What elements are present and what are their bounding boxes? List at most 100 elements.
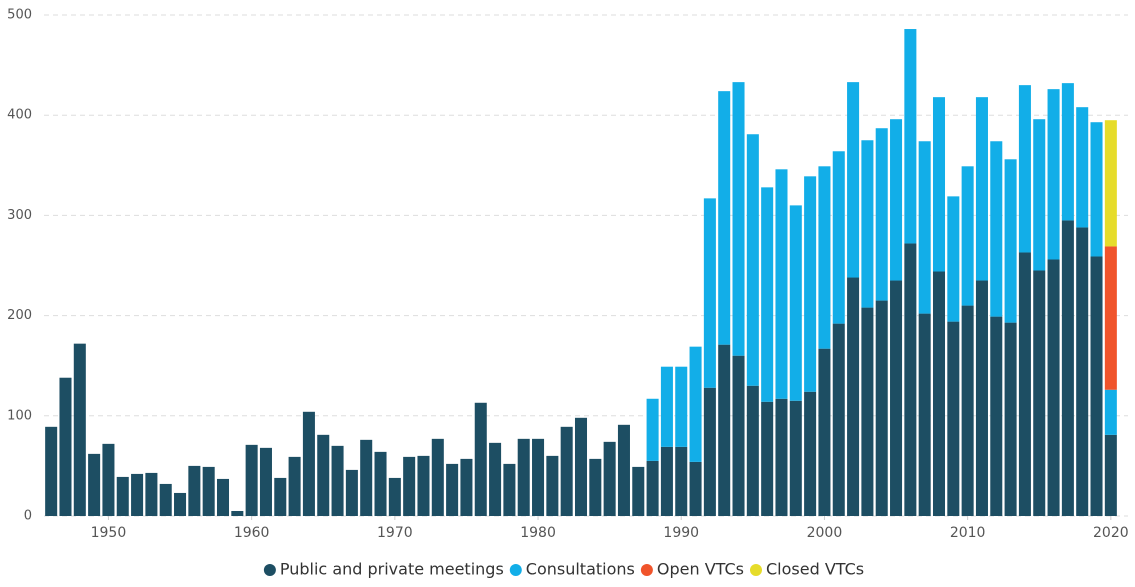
bar-segment (818, 348, 831, 516)
bar-segment (990, 316, 1003, 516)
bar-segment (1033, 119, 1046, 271)
bar-segment (532, 438, 545, 516)
legend-label: Open VTCs (657, 560, 744, 579)
bar-segment (732, 355, 745, 516)
bar-segment (546, 455, 559, 516)
y-tick-label: 400 (7, 108, 32, 123)
bar-segment (174, 492, 187, 516)
bar-segment (703, 198, 716, 388)
bar-segment (489, 442, 502, 516)
bar-segment (689, 461, 702, 516)
bar-segment (1061, 220, 1074, 516)
bar-segment (847, 277, 860, 516)
legend-label: Consultations (526, 560, 635, 579)
bar-segment (388, 477, 401, 516)
x-tick-label: 2020 (1093, 525, 1129, 541)
bar-segment (804, 391, 817, 516)
bar-segment (847, 82, 860, 278)
bar-segment (875, 300, 888, 516)
bar-segment (288, 456, 301, 516)
bar-segment (274, 477, 287, 516)
bar-segment (632, 466, 645, 516)
bar-segment (675, 366, 688, 447)
bar-segment (1104, 120, 1117, 247)
x-tick-label: 1950 (91, 525, 127, 541)
bar-segment (975, 280, 988, 516)
bar-segment (1018, 252, 1031, 516)
bar-segment (188, 465, 201, 516)
bar-segment (603, 441, 616, 516)
bar-segment (1076, 107, 1089, 228)
bar-segment (403, 456, 416, 516)
bar-segment (1104, 389, 1117, 435)
bar-segment (159, 483, 172, 516)
bar-segment (904, 29, 917, 244)
bar-segment (88, 453, 101, 516)
bar-segment (947, 196, 960, 322)
bar-segment (202, 466, 215, 516)
x-tick-label: 2000 (807, 525, 843, 541)
bar-segment (317, 434, 330, 516)
bar-segment (804, 176, 817, 392)
bar-segment (975, 97, 988, 281)
bar-segment (517, 438, 530, 516)
bar-segment (789, 400, 802, 516)
x-tick-label: 2010 (950, 525, 986, 541)
bar-segment (832, 323, 845, 516)
y-tick-label: 0 (24, 509, 32, 524)
bar-segment (675, 446, 688, 516)
bar-segment (1018, 85, 1031, 253)
bar-segment (102, 443, 115, 516)
bar-segment (231, 510, 244, 516)
bar-segment (45, 426, 58, 516)
bar-segment (1047, 89, 1060, 260)
bar-segment (1076, 227, 1089, 516)
bar-segment (259, 447, 272, 516)
bar-segment (746, 385, 759, 516)
bar-segment (331, 445, 344, 516)
bar-segment (446, 463, 459, 516)
bar-segment (1090, 256, 1103, 516)
bar-segment (761, 187, 774, 402)
bar-segment (932, 271, 946, 516)
bar-segment (1047, 259, 1060, 516)
bar-segment (746, 134, 759, 386)
bar-segment (775, 169, 788, 399)
bar-segment (646, 398, 659, 461)
bar-segment (818, 166, 831, 349)
bar-segment (1004, 159, 1017, 323)
bar-segment (918, 313, 931, 516)
bar-segment (775, 398, 788, 516)
bar-segment (59, 377, 72, 516)
bar-segment (732, 82, 745, 356)
y-tick-label: 100 (7, 408, 32, 423)
bar-segment (360, 439, 373, 516)
bar-segment (1004, 322, 1017, 516)
bar-segment (574, 417, 588, 516)
bar-segment (789, 205, 802, 401)
y-tick-label: 300 (7, 208, 32, 223)
bar-segment (1090, 122, 1103, 257)
bar-segment (689, 346, 702, 462)
bar-segment (660, 366, 673, 447)
bar-segment (932, 97, 946, 272)
bar-segment (918, 141, 931, 314)
bar-segment (718, 91, 731, 345)
legend-marker (749, 564, 762, 576)
bar-segment (718, 344, 731, 516)
bar-segment (460, 458, 473, 516)
bar-segment (1033, 270, 1046, 516)
bar-segment (904, 243, 917, 516)
bar-segment (703, 387, 716, 516)
bar-segment (961, 305, 974, 516)
bar-segment (431, 438, 444, 516)
bar-segment (875, 128, 888, 301)
x-tick-label: 1990 (663, 525, 699, 541)
legend-marker (640, 564, 653, 576)
x-tick-label: 1960 (234, 525, 270, 541)
bar-segment (1104, 246, 1117, 390)
bar-segment (1061, 83, 1074, 221)
bar-segment (961, 166, 974, 306)
bar-segment (1104, 434, 1117, 516)
